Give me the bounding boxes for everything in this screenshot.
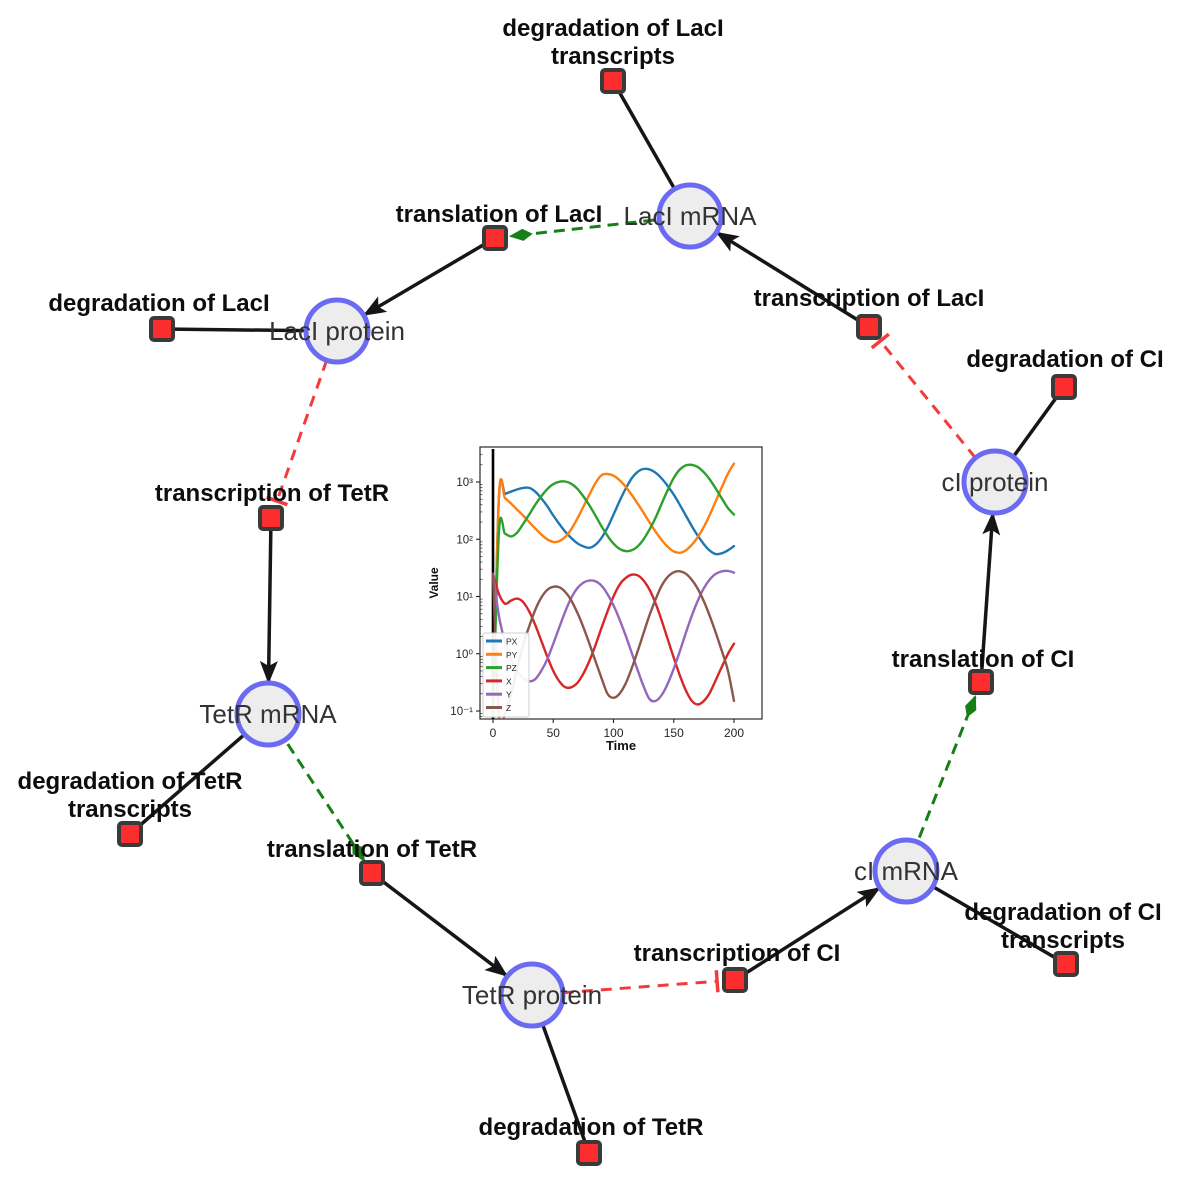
x-axis-tick-label: 200 bbox=[724, 726, 744, 740]
plot-spines bbox=[479, 446, 763, 720]
edge-tetr-mrna-activates-translation bbox=[266, 713, 366, 863]
tee-tetr-protein-inhibition bbox=[714, 970, 720, 993]
edge-ci-mrna-activates-translation bbox=[904, 695, 977, 872]
node-degradation-ci-transcripts[interactable] bbox=[1053, 951, 1079, 977]
edge-transcription-tetr-to-mrna bbox=[259, 517, 278, 684]
label-transcription-ci: transcription of CI bbox=[634, 940, 841, 967]
species-nodes bbox=[234, 182, 1029, 1029]
reaction-nodes bbox=[117, 68, 1079, 1166]
legend-label-Z: Z bbox=[506, 703, 511, 713]
label-tetr-protein: TetR protein bbox=[462, 980, 602, 1010]
node-degradation-laci-transcripts[interactable] bbox=[600, 68, 626, 94]
edge-laci-protein-inhibits-tetr-transcription bbox=[275, 359, 329, 502]
label-degradation-ci-transcripts-1: degradation of CI bbox=[964, 899, 1161, 926]
label-degradation-laci-transcripts-2: transcripts bbox=[551, 43, 675, 70]
label-laci-protein: LacI protein bbox=[269, 316, 405, 346]
node-laci-protein[interactable] bbox=[303, 297, 371, 365]
edge-translation-laci-to-protein bbox=[362, 236, 496, 317]
label-degradation-tetr: degradation of TetR bbox=[479, 1114, 704, 1141]
series-PZ bbox=[491, 463, 736, 718]
y-axis-title: Value bbox=[427, 567, 441, 599]
node-tetr-mrna[interactable] bbox=[234, 680, 302, 748]
node-transcription-ci[interactable] bbox=[722, 967, 748, 993]
edge-transcription-ci-to-mrna bbox=[734, 886, 881, 982]
y-axis-tick-label: 10³ bbox=[456, 477, 473, 489]
reaction-labels: degradation of LacI transcripts translat… bbox=[18, 15, 1164, 1141]
node-degradation-tetr[interactable] bbox=[576, 1140, 602, 1166]
label-translation-tetr: translation of TetR bbox=[267, 836, 477, 863]
node-translation-ci[interactable] bbox=[968, 669, 994, 695]
label-degradation-ci: degradation of CI bbox=[966, 346, 1163, 373]
edge-translation-ci-to-protein bbox=[979, 511, 1001, 683]
label-ci-protein: cI protein bbox=[942, 467, 1049, 497]
tee-ci-protein-inhibition bbox=[870, 332, 890, 350]
node-tetr-protein[interactable] bbox=[498, 961, 566, 1029]
label-tetr-mrna: TetR mRNA bbox=[199, 699, 337, 729]
node-translation-tetr[interactable] bbox=[359, 860, 385, 886]
x-axis-tick-label: 150 bbox=[664, 726, 684, 740]
inset-plot: 10³ 10² 10¹ 10⁰ 10⁻¹ 0 50 100 150 200 PX PY PZ X Y Z Tim… bbox=[423, 437, 773, 757]
node-transcription-laci[interactable] bbox=[856, 314, 882, 340]
label-transcription-tetr: transcription of TetR bbox=[155, 480, 389, 507]
edge-tetr-protein-inhibits-ci-transcription bbox=[562, 979, 718, 995]
label-degradation-tetr-transcripts-1: degradation of TetR bbox=[18, 768, 243, 795]
node-degradation-tetr-transcripts[interactable] bbox=[117, 821, 143, 847]
legend-label-X: X bbox=[506, 676, 512, 686]
edge-transcription-laci-to-mrna bbox=[715, 230, 870, 329]
legend-label-PZ: PZ bbox=[506, 663, 517, 673]
edges-inhibition bbox=[266, 332, 977, 995]
node-laci-mrna[interactable] bbox=[656, 182, 724, 250]
legend-label-PY: PY bbox=[506, 650, 518, 660]
y-axis-tick-label: 10¹ bbox=[456, 592, 473, 604]
species-labels: LacI mRNA LacI protein TetR mRNA TetR pr… bbox=[199, 201, 1048, 1010]
node-degradation-ci[interactable] bbox=[1051, 374, 1077, 400]
series-group bbox=[491, 462, 736, 719]
node-translation-laci[interactable] bbox=[482, 225, 508, 251]
label-translation-laci: translation of LacI bbox=[396, 201, 603, 228]
label-laci-mrna: LacI mRNA bbox=[624, 201, 758, 231]
edges-production bbox=[259, 230, 1001, 982]
series-Y bbox=[491, 569, 736, 703]
series-X bbox=[491, 572, 736, 706]
label-transcription-laci: transcription of LacI bbox=[754, 285, 985, 312]
edge-laci-mrna-activates-translation bbox=[508, 214, 691, 241]
edges-activation bbox=[266, 214, 977, 872]
label-translation-ci: translation of CI bbox=[892, 646, 1075, 673]
node-transcription-tetr[interactable] bbox=[258, 505, 284, 531]
x-axis-title: Time bbox=[606, 738, 636, 753]
label-degradation-laci: degradation of LacI bbox=[48, 290, 269, 317]
edge-ci-protein-inhibits-laci-transcription bbox=[879, 340, 977, 459]
y-axis-tick-label: 10⁻¹ bbox=[450, 706, 473, 718]
inset-plot-svg: 10³ 10² 10¹ 10⁰ 10⁻¹ 0 50 100 150 200 PX PY PZ XYZ Tim… bbox=[427, 446, 763, 753]
legend-label-PX: PX bbox=[506, 637, 518, 647]
label-degradation-ci-transcripts-2: transcripts bbox=[1001, 927, 1125, 954]
edge-translation-tetr-to-protein bbox=[371, 872, 509, 978]
series-PX bbox=[491, 467, 736, 718]
y-axis-tick-label: 10² bbox=[456, 534, 473, 546]
x-axis-tick-label: 100 bbox=[603, 726, 623, 740]
node-ci-protein[interactable] bbox=[961, 448, 1029, 516]
x-axis-tick-label: 50 bbox=[547, 726, 561, 740]
label-degradation-tetr-transcripts-2: transcripts bbox=[68, 796, 192, 823]
node-ci-mrna[interactable] bbox=[872, 837, 940, 905]
x-axis-tick-label: 0 bbox=[490, 726, 497, 740]
label-degradation-laci-transcripts-1: degradation of LacI bbox=[502, 15, 723, 42]
tee-laci-protein-inhibition bbox=[266, 495, 288, 507]
y-axis-tick-label: 10⁰ bbox=[456, 649, 474, 661]
node-degradation-laci[interactable] bbox=[149, 316, 175, 342]
series-PY bbox=[491, 462, 736, 718]
label-ci-mrna: cI mRNA bbox=[854, 856, 959, 886]
legend-label-Y: Y bbox=[506, 690, 512, 700]
series-Z bbox=[491, 570, 736, 719]
